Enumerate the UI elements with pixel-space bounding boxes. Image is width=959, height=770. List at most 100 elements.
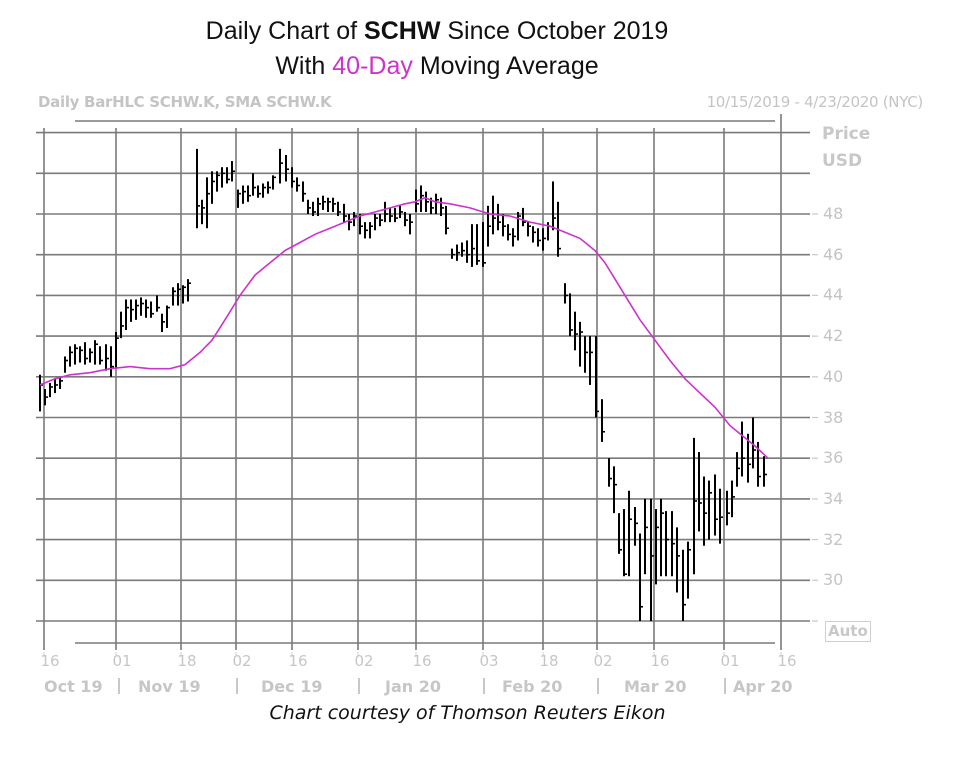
price-bar [517, 211, 521, 241]
price-bar [703, 476, 707, 546]
price-bar [177, 283, 181, 306]
price-bar [348, 214, 352, 231]
x-day-tick: 02 [593, 652, 613, 670]
price-bar [369, 222, 373, 239]
date-range: 10/15/2019 - 4/23/2020 (NYC) [706, 93, 924, 111]
y-tick-label: 46 [823, 244, 844, 264]
sma-line [39, 196, 769, 459]
price-bar [187, 279, 191, 302]
price-bar [542, 228, 546, 251]
price-bar [584, 336, 588, 373]
price-bar [399, 205, 403, 219]
y-tick-label: 30 [823, 570, 844, 590]
price-bar [497, 203, 501, 231]
title-ticker: SCHW [364, 17, 441, 45]
price-bar [312, 201, 316, 217]
price-bar [639, 533, 643, 621]
price-bar [461, 242, 465, 257]
y-tick-label: 42 [823, 326, 844, 346]
price-bar [267, 181, 271, 194]
price-bar [564, 283, 568, 304]
price-bar [522, 207, 526, 227]
price-bar [719, 488, 723, 544]
price-bar [601, 399, 605, 442]
price-bar [172, 287, 176, 306]
price-bar [552, 181, 556, 231]
y-tick-label: 32 [823, 529, 844, 549]
price-bar [579, 321, 583, 367]
price-bar [140, 297, 144, 316]
price-bar [145, 299, 149, 318]
price-bar [182, 285, 186, 304]
price-bar [252, 173, 256, 196]
price-bar [291, 167, 295, 188]
price-bar [257, 185, 261, 198]
price-bar [404, 211, 408, 227]
y-tick-label: 38 [823, 407, 844, 427]
price-bar [332, 197, 336, 212]
price-bar [156, 295, 160, 312]
price-bar [64, 356, 68, 373]
price-bar [574, 311, 578, 351]
price-bar [359, 214, 363, 235]
x-month-label: Dec 19 [261, 677, 323, 696]
price-bar [425, 191, 429, 212]
price-bar [384, 201, 388, 223]
price-bar [69, 346, 73, 367]
price-bar [364, 222, 368, 239]
price-bar [166, 305, 170, 328]
price-bar [84, 342, 88, 365]
price-bar [618, 513, 622, 554]
y-tick-label: 36 [823, 448, 844, 468]
price-bar [110, 346, 114, 377]
price-bar [409, 214, 413, 235]
price-bar [532, 226, 536, 243]
price-bar [650, 498, 654, 621]
price-bar [343, 203, 347, 223]
y-tick-label: 48 [823, 204, 844, 223]
price-bar [379, 214, 383, 227]
price-bar [89, 348, 93, 363]
credit-text: Chart courtesy of Thomson Reuters Eikon [269, 702, 666, 724]
price-bar [595, 336, 599, 418]
chart-title: Daily Chart of SCHW Since October 2019 [0, 16, 874, 46]
price-bar [714, 474, 718, 536]
price-bar [74, 344, 78, 365]
y-tick-label: 44 [823, 285, 844, 305]
price-bar [676, 527, 680, 593]
price-bar [337, 201, 341, 217]
price-bar [451, 248, 455, 259]
title-prefix: Daily Chart of [205, 17, 365, 45]
axis-unit-usd: USD [822, 151, 863, 171]
price-bar [747, 433, 751, 483]
price-bar [512, 228, 516, 247]
price-bar [161, 313, 165, 333]
price-bar [502, 214, 506, 237]
auto-scale-button[interactable]: Auto [825, 621, 871, 642]
price-bar [527, 222, 531, 237]
price-bar [105, 344, 109, 371]
price-bar [322, 195, 326, 210]
price-bar [763, 456, 767, 487]
subtitle-prefix: With [275, 52, 333, 80]
price-bar [435, 193, 439, 214]
x-day-tick: 01 [112, 652, 132, 670]
chart-subtitle: With 40-Day Moving Average [0, 51, 874, 81]
price-bar [731, 480, 735, 518]
price-bar [569, 293, 573, 337]
price-bar [302, 181, 306, 202]
study-label: Daily BarHLC SCHW.K, SMA SCHW.K [38, 93, 332, 111]
x-day-tick: 18 [177, 652, 197, 670]
hlc-bars [39, 148, 767, 621]
price-bar [120, 311, 124, 339]
price-bar [471, 224, 475, 267]
month-separator [118, 678, 120, 694]
price-bar [389, 207, 393, 223]
y-tick-label: 40 [823, 366, 844, 386]
price-bar [201, 199, 205, 225]
y-tick-label: 34 [823, 488, 844, 508]
price-bar [206, 177, 210, 229]
price-bar [693, 437, 697, 575]
x-day-tick: 03 [479, 652, 499, 670]
